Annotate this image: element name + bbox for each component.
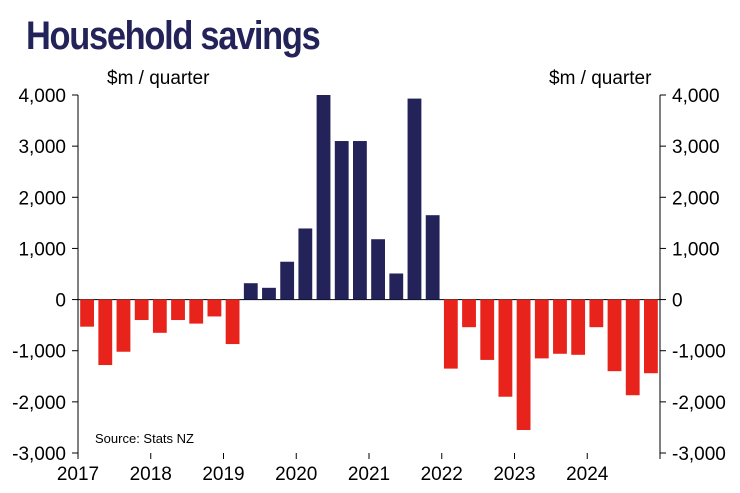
x-tick-label: 2021	[348, 464, 390, 485]
bars-layer	[80, 95, 658, 430]
bar	[334, 141, 349, 300]
y-tick-label-right: -2,000	[672, 393, 726, 414]
y-tick-label-left: 3,000	[18, 137, 66, 158]
bar	[189, 299, 204, 324]
bar	[607, 299, 622, 372]
bar	[371, 239, 385, 300]
y-tick-label-right: 2,000	[672, 188, 720, 209]
bar	[225, 299, 240, 345]
bar	[462, 299, 476, 328]
bar	[534, 299, 549, 359]
y-tick-label-left: 2,000	[18, 188, 66, 209]
bar	[644, 299, 658, 374]
right-axis-unit: $m / quarter	[549, 68, 652, 89]
y-tick-label-left: -3,000	[12, 444, 66, 465]
y-tick-label-right: -3,000	[672, 444, 726, 465]
bar	[425, 215, 440, 300]
bar	[480, 299, 495, 360]
bar	[207, 299, 222, 317]
y-tick-label-left: -1,000	[12, 342, 66, 363]
x-tick-label: 2019	[202, 464, 244, 485]
bar	[80, 299, 94, 327]
bar	[262, 287, 276, 300]
source-note: Source: Stats NZ	[95, 431, 194, 446]
x-tick-label: 2017	[57, 464, 99, 485]
y-tick-label-right: 4,000	[672, 86, 720, 107]
bar	[407, 98, 422, 300]
y-tick-label-right: 1,000	[672, 239, 720, 260]
bar	[280, 261, 295, 300]
y-tick-label-right: 0	[672, 291, 683, 312]
bar	[152, 299, 167, 333]
bar	[553, 299, 567, 354]
y-tick-label-left: 1,000	[18, 239, 66, 260]
bar	[243, 283, 258, 300]
bar	[116, 299, 131, 352]
bar	[171, 299, 185, 321]
bar	[98, 299, 113, 366]
bar	[571, 299, 586, 355]
x-tick-label: 2020	[275, 464, 317, 485]
left-axis-unit: $m / quarter	[107, 68, 210, 89]
bar	[516, 299, 531, 430]
bar	[443, 299, 458, 369]
axes-layer	[72, 94, 666, 459]
y-tick-label-left: 0	[55, 291, 66, 312]
y-tick-label-left: -2,000	[12, 393, 66, 414]
bar	[589, 299, 604, 328]
x-tick-label: 2024	[566, 464, 609, 485]
bar	[353, 141, 367, 300]
y-tick-label-right: 3,000	[672, 137, 720, 158]
bar	[498, 299, 513, 397]
chart-title: Household savings	[26, 14, 321, 58]
x-tick-label: 2018	[130, 464, 172, 485]
x-tick-label: 2023	[493, 464, 535, 485]
labels-layer: 4,000 4,000 3,000 3,000 2,000 2,000 1,000 1,000…	[12, 86, 726, 485]
y-tick-label-right: -1,000	[672, 342, 726, 363]
y-tick-label-left: 4,000	[18, 86, 66, 107]
bar	[389, 273, 404, 300]
bar	[134, 299, 149, 321]
bar	[316, 95, 331, 300]
x-tick-label: 2022	[421, 464, 463, 485]
bar	[625, 299, 640, 396]
bar	[298, 228, 313, 300]
